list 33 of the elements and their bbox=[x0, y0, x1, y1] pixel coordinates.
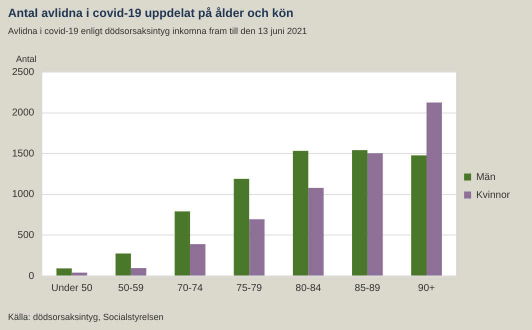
x-tick-label: 70-74 bbox=[177, 282, 204, 294]
x-tick-label: 50-59 bbox=[118, 282, 144, 294]
y-tick-label: 1500 bbox=[12, 148, 35, 160]
legend-label: Kvinnor bbox=[476, 190, 511, 201]
x-tick-label: 80-84 bbox=[296, 282, 322, 294]
bar bbox=[234, 178, 250, 276]
bar bbox=[308, 188, 324, 276]
bar bbox=[249, 219, 265, 276]
bar bbox=[411, 155, 427, 276]
chart-subtitle: Avlidna i covid-19 enligt dödsorsaksintyg inkomna fram till den 13 juni 2021 bbox=[8, 26, 308, 36]
bar bbox=[56, 268, 72, 276]
bar bbox=[130, 268, 146, 276]
bar bbox=[174, 211, 190, 276]
y-tick-label: 1000 bbox=[12, 189, 35, 200]
bar bbox=[292, 150, 308, 276]
text: Källa: dödsorsaksintyg, Socialstyrelsen bbox=[8, 312, 164, 322]
x-tick-label: 75-79 bbox=[236, 282, 262, 294]
y-tick-label: 0 bbox=[28, 270, 35, 282]
x-tick-label: Under 50 bbox=[51, 282, 93, 294]
bar bbox=[426, 102, 442, 276]
x-tick-label: 90+ bbox=[418, 282, 436, 294]
chart-title: Antal avlidna i covid-19 uppdelat på ålder och kön bbox=[8, 6, 294, 20]
bar bbox=[116, 254, 131, 276]
y-tick-label: 2000 bbox=[12, 108, 35, 119]
bar bbox=[190, 244, 206, 276]
bar bbox=[72, 272, 88, 276]
bar bbox=[367, 153, 383, 276]
legend-label: Män bbox=[476, 172, 496, 183]
y-tick-label: 2500 bbox=[12, 66, 35, 78]
y-tick-label: 500 bbox=[18, 230, 35, 241]
bar bbox=[352, 150, 368, 276]
y-axis-title: Antal bbox=[16, 54, 37, 64]
x-tick-label: 85-89 bbox=[354, 282, 381, 294]
